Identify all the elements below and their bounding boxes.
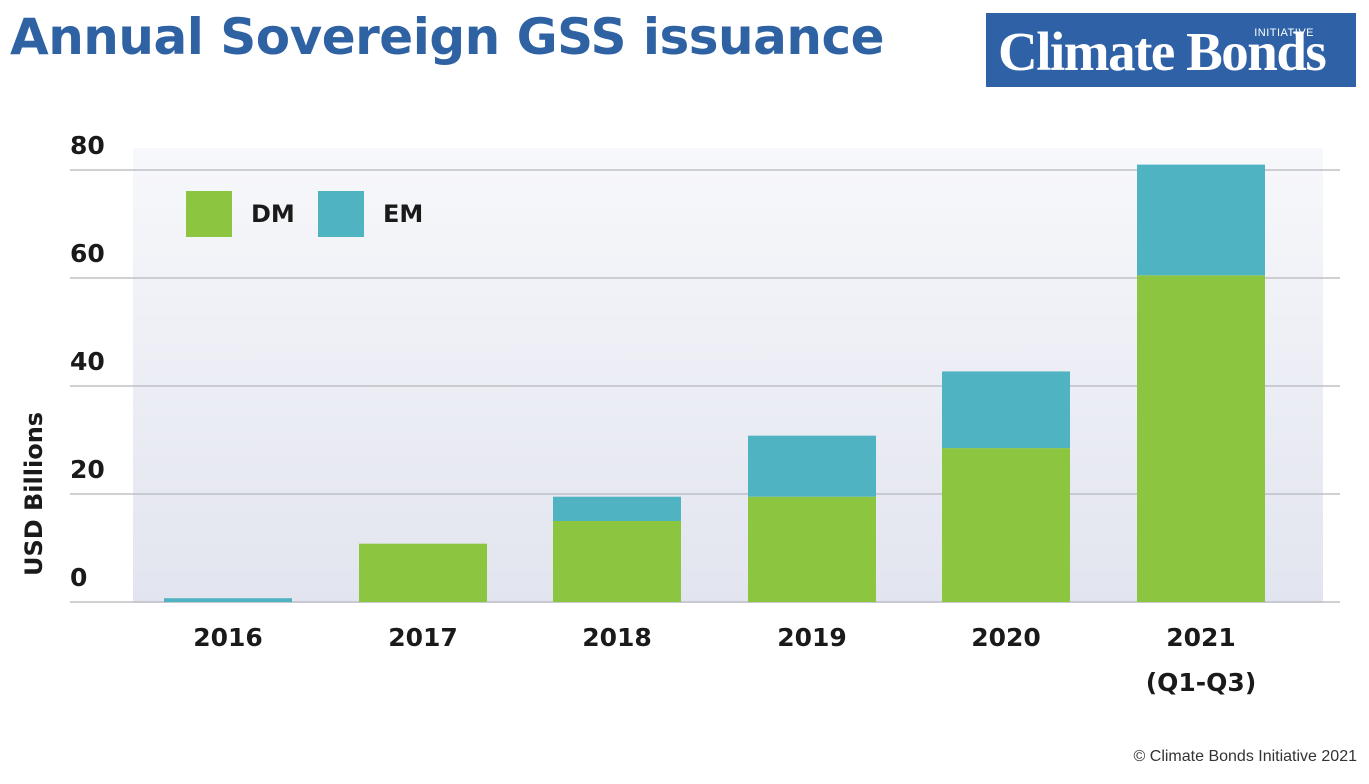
y-tick-60: 60 — [70, 239, 105, 268]
bar-em-2021 — [1137, 164, 1265, 276]
chart-title: Annual Sovereign GSS issuance — [10, 8, 885, 66]
bar-dm-2020 — [942, 448, 1070, 602]
y-tick-40: 40 — [70, 347, 105, 376]
y-tick-20: 20 — [70, 455, 105, 484]
y-tick-labels: 0 20 40 60 80 — [70, 131, 105, 592]
y-axis-label: USD Billions — [20, 412, 48, 576]
bar-dm-2018 — [553, 521, 681, 602]
x-tick-2019: 2019 — [777, 623, 847, 652]
x-tick-2016: 2016 — [193, 623, 263, 652]
bar-em-2019 — [748, 435, 876, 497]
legend-label-em: EM — [383, 200, 423, 228]
logo-main-text: Climate Bonds — [998, 21, 1327, 82]
x-tick-2021-sub: (Q1-Q3) — [1146, 668, 1257, 697]
bar-em-2016 — [164, 598, 292, 602]
x-tick-2018: 2018 — [582, 623, 652, 652]
legend-swatch-dm — [186, 191, 232, 237]
logo-sub-text: INITIATIVE — [1254, 27, 1314, 39]
legend-label-dm: DM — [251, 200, 295, 228]
bar-dm-2021 — [1137, 275, 1265, 602]
y-tick-0: 0 — [70, 563, 87, 592]
bar-em-2018 — [553, 496, 681, 521]
bar-dm-2017 — [359, 543, 487, 602]
legend-swatch-em — [318, 191, 364, 237]
x-tick-2020: 2020 — [971, 623, 1041, 652]
x-tick-2021: 2021 — [1166, 623, 1236, 652]
bar-dm-2019 — [748, 496, 876, 602]
y-tick-80: 80 — [70, 131, 105, 160]
bar-em-2020 — [942, 371, 1070, 449]
climate-bonds-logo: Climate Bonds INITIATIVE — [986, 13, 1356, 87]
legend: DM EM — [186, 191, 423, 237]
bars — [164, 164, 1265, 602]
copyright-footer: © Climate Bonds Initiative 2021 — [1133, 748, 1357, 765]
x-tick-2017: 2017 — [388, 623, 458, 652]
x-tick-labels: 2016 2017 2018 2019 2020 2021 (Q1-Q3) — [193, 623, 1256, 697]
